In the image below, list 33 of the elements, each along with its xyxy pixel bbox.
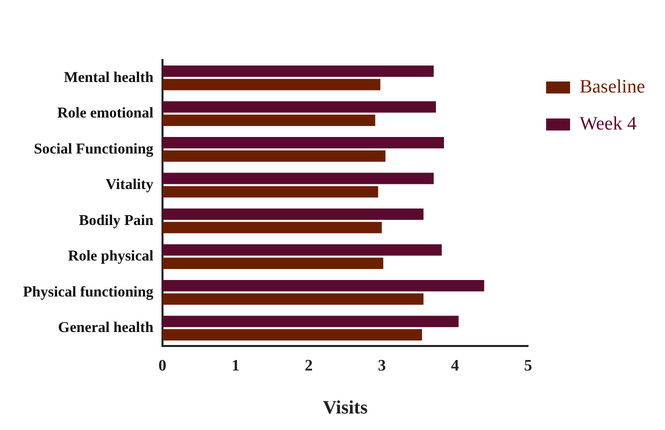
bar [162,208,424,220]
bar [162,65,434,77]
legend-label: Week 4 [580,113,638,134]
x-tick-label: 0 [158,358,166,375]
bar [162,172,434,184]
bar [162,258,384,270]
x-tick-label: 4 [450,358,459,375]
bar [162,244,442,256]
bar [162,78,380,90]
x-tick-label: 2 [304,358,313,375]
bar [162,222,382,234]
x-tick-label: 3 [378,358,386,375]
y-tick-label: Mental health [64,70,154,86]
y-tick-label: Vitality [106,177,154,193]
bar [162,101,436,113]
x-tick-label: 5 [524,358,532,375]
x-tick-label: 1 [232,358,240,375]
y-tick-label: Bodily Pain [78,212,154,229]
y-tick-label: Social Functioning [34,141,154,158]
y-tick-label: General health [58,320,154,336]
bar [162,316,459,328]
bar [162,150,386,162]
y-tick-label: Role physical [68,248,154,264]
x-axis-title: Visits [322,398,368,419]
bar [162,186,378,198]
bar [162,293,424,305]
legend-label: Baseline [580,76,646,98]
bar [162,114,376,126]
bar [162,136,444,148]
y-tick-label: Role emotional [57,106,154,122]
y-tick-label: Physical functioning [23,284,154,300]
bar [162,329,422,341]
bar [162,280,484,292]
